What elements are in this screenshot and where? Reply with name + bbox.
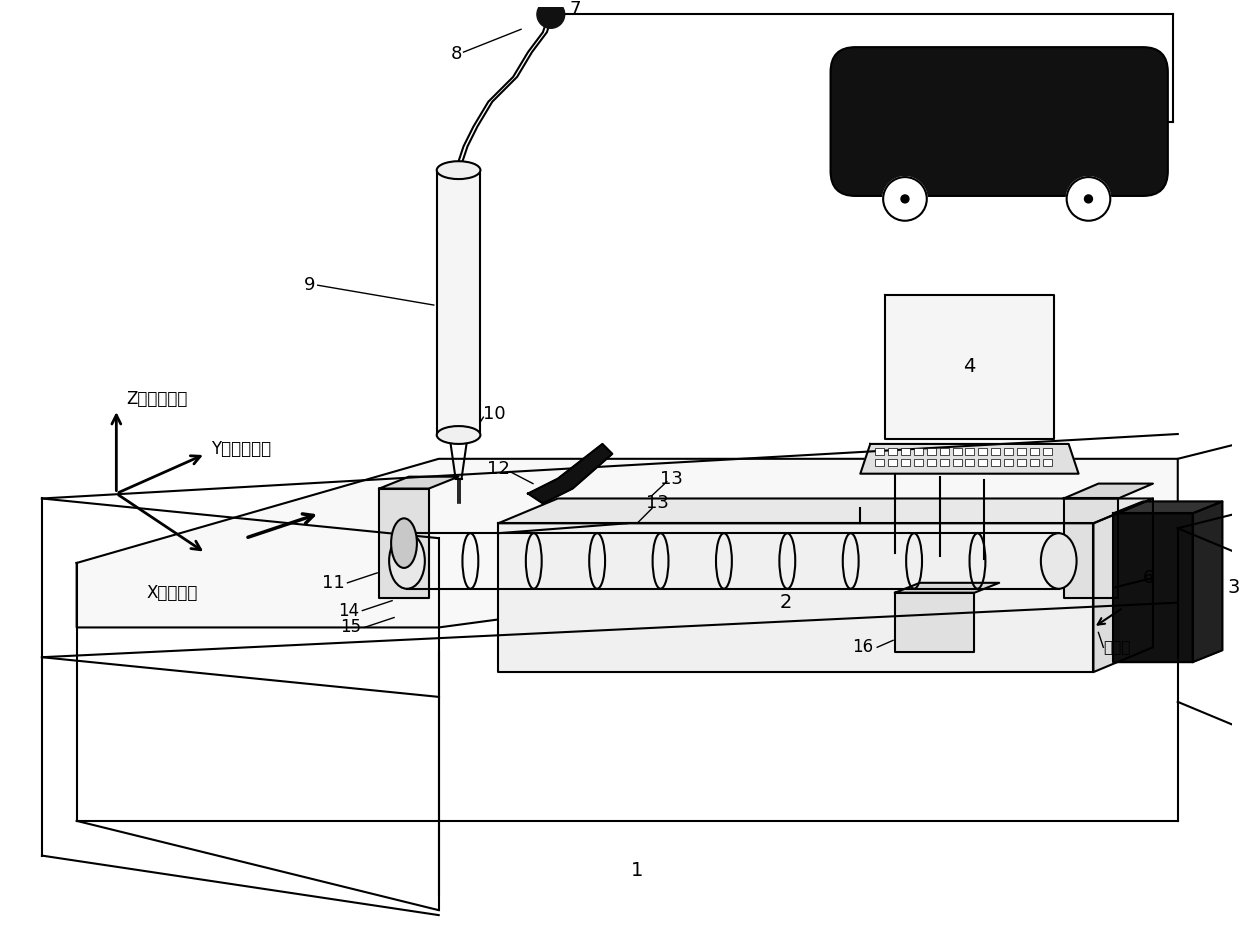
Bar: [991, 448, 1001, 455]
Bar: [926, 448, 936, 455]
Circle shape: [1079, 189, 1099, 209]
Polygon shape: [77, 458, 1178, 628]
Bar: [940, 458, 949, 466]
Bar: [1017, 458, 1025, 466]
Bar: [991, 458, 1001, 466]
Text: 12: 12: [487, 459, 510, 478]
Bar: [952, 458, 961, 466]
Bar: [914, 458, 923, 466]
Bar: [875, 458, 884, 466]
Bar: [978, 448, 987, 455]
Ellipse shape: [436, 161, 480, 179]
Polygon shape: [1114, 501, 1223, 513]
Bar: [966, 448, 975, 455]
Bar: [1017, 448, 1025, 455]
Circle shape: [537, 1, 564, 28]
Text: X运动方向: X运动方向: [146, 584, 197, 602]
Polygon shape: [861, 444, 1079, 473]
Polygon shape: [1114, 513, 1193, 662]
Text: 14: 14: [339, 602, 360, 619]
Bar: [888, 458, 897, 466]
Text: 8: 8: [451, 45, 463, 63]
Text: 10: 10: [484, 405, 506, 423]
Bar: [875, 448, 884, 455]
Text: 1: 1: [631, 861, 644, 880]
Bar: [978, 458, 987, 466]
Bar: [901, 448, 910, 455]
Ellipse shape: [391, 518, 417, 568]
Text: 旋转轴: 旋转轴: [1104, 640, 1131, 655]
Text: Y轴运动方向: Y轴运动方向: [211, 440, 270, 458]
Polygon shape: [1094, 498, 1153, 672]
Bar: [966, 458, 975, 466]
Ellipse shape: [436, 426, 480, 444]
Text: Z轴运动方向: Z轴运动方向: [126, 391, 187, 408]
Bar: [901, 458, 910, 466]
Polygon shape: [498, 498, 1153, 524]
Circle shape: [1085, 195, 1092, 203]
Bar: [952, 448, 961, 455]
Polygon shape: [498, 524, 1094, 672]
Text: 4: 4: [963, 357, 976, 376]
Polygon shape: [895, 583, 999, 592]
Bar: [1043, 448, 1052, 455]
Bar: [436, 170, 480, 435]
Polygon shape: [1064, 484, 1153, 498]
Circle shape: [1066, 177, 1110, 220]
Bar: [926, 458, 936, 466]
Polygon shape: [895, 592, 975, 652]
Polygon shape: [1064, 498, 1118, 598]
Bar: [940, 448, 949, 455]
Circle shape: [883, 177, 926, 220]
Text: 3: 3: [1228, 578, 1240, 597]
Text: 2: 2: [780, 593, 792, 612]
Text: 16: 16: [852, 638, 873, 657]
Text: 13: 13: [646, 495, 668, 512]
Text: 6: 6: [1142, 569, 1153, 587]
Bar: [1030, 448, 1039, 455]
Text: 11: 11: [321, 574, 345, 591]
Text: 7: 7: [570, 0, 582, 19]
Circle shape: [895, 189, 915, 209]
Text: 13: 13: [661, 470, 683, 487]
Text: 9: 9: [304, 276, 315, 294]
Bar: [888, 448, 897, 455]
Bar: [914, 448, 923, 455]
Polygon shape: [1193, 501, 1223, 662]
Bar: [1004, 458, 1013, 466]
Ellipse shape: [1040, 533, 1076, 589]
Bar: [1004, 448, 1013, 455]
Text: 15: 15: [340, 618, 361, 636]
Ellipse shape: [389, 533, 425, 589]
Polygon shape: [528, 444, 613, 503]
Polygon shape: [885, 295, 1054, 439]
Circle shape: [901, 195, 909, 203]
Bar: [1030, 458, 1039, 466]
Polygon shape: [379, 477, 459, 488]
Bar: [1043, 458, 1052, 466]
Polygon shape: [379, 488, 429, 598]
FancyBboxPatch shape: [831, 47, 1168, 196]
